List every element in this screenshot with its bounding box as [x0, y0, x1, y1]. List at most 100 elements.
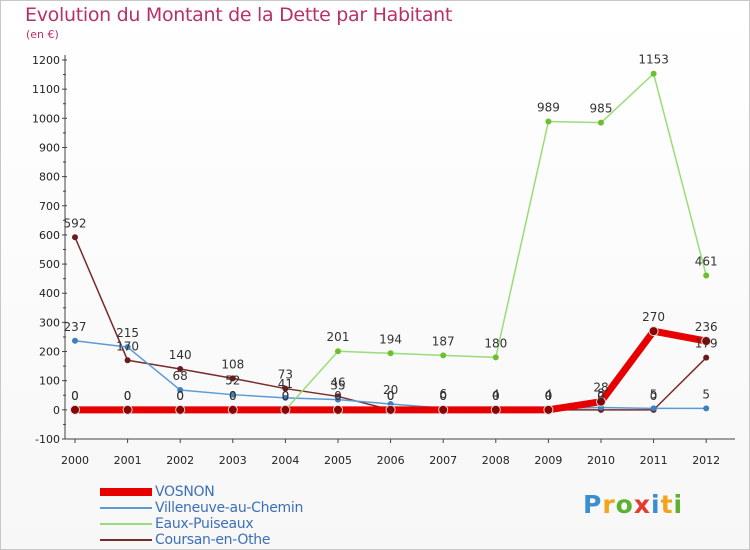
y-tick-label: 800	[39, 171, 60, 184]
data-point	[543, 404, 554, 415]
x-tick-label: 2005	[324, 454, 352, 467]
data-label: 73	[278, 368, 293, 382]
y-tick-label: 300	[39, 316, 60, 329]
data-point	[648, 326, 659, 337]
legend-swatch-eaux-puiseaux	[100, 523, 152, 525]
data-point	[701, 336, 712, 347]
data-label: 592	[64, 216, 87, 230]
data-label: 0	[650, 389, 658, 403]
data-label: 0	[229, 389, 237, 403]
data-point	[440, 352, 447, 359]
x-tick-label: 2002	[166, 454, 194, 467]
logo-letter: i	[673, 490, 684, 519]
data-point	[229, 391, 236, 398]
data-point	[650, 405, 657, 412]
data-label: 0	[176, 389, 184, 403]
data-point	[333, 404, 343, 415]
data-label: 985	[590, 102, 613, 116]
data-point	[229, 375, 236, 382]
data-label: 0	[387, 389, 395, 403]
legend-swatch-villeneuve	[100, 507, 152, 509]
legend-swatch-vosnon	[100, 488, 152, 496]
data-point	[598, 119, 604, 126]
x-tick-label: 2010	[587, 454, 615, 467]
y-tick-label: 200	[39, 346, 60, 359]
data-label: 28	[593, 381, 608, 395]
y-tick-label: 600	[39, 229, 60, 242]
data-point	[650, 70, 657, 77]
data-label: 215	[116, 326, 139, 340]
data-label: 68	[173, 369, 188, 383]
data-point	[175, 404, 186, 415]
x-tick-label: 2011	[640, 454, 668, 467]
data-label: 194	[379, 332, 402, 346]
data-label: 0	[597, 389, 605, 403]
y-tick-label: 100	[39, 375, 60, 388]
legend-label-vosnon: VOSNON	[155, 484, 215, 500]
legend-label-eaux-puiseaux: Eaux-Puiseaux	[155, 516, 254, 532]
data-label: 8	[597, 387, 605, 401]
data-label: 1153	[638, 53, 669, 67]
data-point	[703, 405, 710, 412]
data-point	[703, 272, 710, 279]
data-label: 0	[229, 389, 237, 403]
data-point	[72, 337, 78, 344]
legend-swatch-coursan	[100, 539, 152, 541]
x-tick-label: 2000	[61, 454, 89, 467]
y-tick-label: 0	[53, 404, 60, 417]
data-point	[596, 396, 606, 407]
logo-letter: t	[660, 490, 674, 519]
legend-label-villeneuve: Villeneuve-au-Chemin	[155, 500, 304, 516]
data-label: 5	[650, 387, 658, 401]
data-point	[492, 354, 499, 361]
legend-item-eaux-puiseaux: Eaux-Puiseaux	[100, 516, 430, 532]
data-label: 4	[492, 388, 500, 402]
x-tick-label: 2008	[482, 454, 510, 467]
x-tick-label: 2012	[692, 454, 720, 467]
y-tick-label: 400	[39, 287, 60, 300]
y-tick-label: 700	[39, 200, 60, 213]
data-label: 187	[432, 334, 455, 348]
data-label: 52	[225, 374, 240, 388]
y-tick-label: -100	[35, 433, 60, 446]
data-point	[282, 394, 289, 401]
data-label: 108	[221, 357, 244, 371]
data-label: 0	[282, 389, 290, 403]
data-label: 6	[439, 387, 447, 401]
data-point	[124, 357, 131, 364]
data-point	[387, 350, 394, 357]
data-label: 140	[169, 348, 192, 362]
data-label: 0	[492, 389, 500, 403]
logo-letter: x	[633, 490, 651, 519]
data-label: 20	[383, 383, 398, 397]
data-label: 0	[545, 389, 553, 403]
data-label: 4	[545, 388, 553, 402]
data-point	[335, 396, 341, 403]
data-point	[227, 404, 238, 415]
data-point	[335, 348, 341, 355]
data-point	[72, 234, 78, 241]
data-label: 0	[71, 389, 79, 403]
data-label: 201	[327, 330, 350, 344]
data-label: 270	[642, 310, 665, 324]
data-label: 170	[116, 339, 139, 353]
data-label: 0	[439, 389, 447, 403]
x-tick-label: 2006	[377, 454, 405, 467]
data-label: 0	[439, 389, 447, 403]
data-label: 180	[484, 336, 507, 350]
chart-legend: VOSNON Villeneuve-au-Chemin Eaux-Puiseau…	[100, 484, 430, 548]
data-label: 0	[124, 389, 132, 403]
x-tick-label: 2003	[219, 454, 247, 467]
data-label: 0	[282, 389, 290, 403]
data-label: 0	[334, 389, 342, 403]
line-chart: -100010020030040050060070080090010001100…	[32, 53, 735, 467]
x-tick-label: 2001	[114, 454, 142, 467]
legend-item-villeneuve: Villeneuve-au-Chemin	[100, 500, 430, 516]
chart-title: Evolution du Montant de la Dette par Hab…	[25, 4, 453, 26]
data-label: 0	[545, 389, 553, 403]
data-label: 35	[330, 379, 345, 393]
logo-letter: o	[615, 490, 634, 519]
x-tick-label: 2004	[271, 454, 299, 467]
y-tick-label: 1000	[32, 112, 60, 125]
